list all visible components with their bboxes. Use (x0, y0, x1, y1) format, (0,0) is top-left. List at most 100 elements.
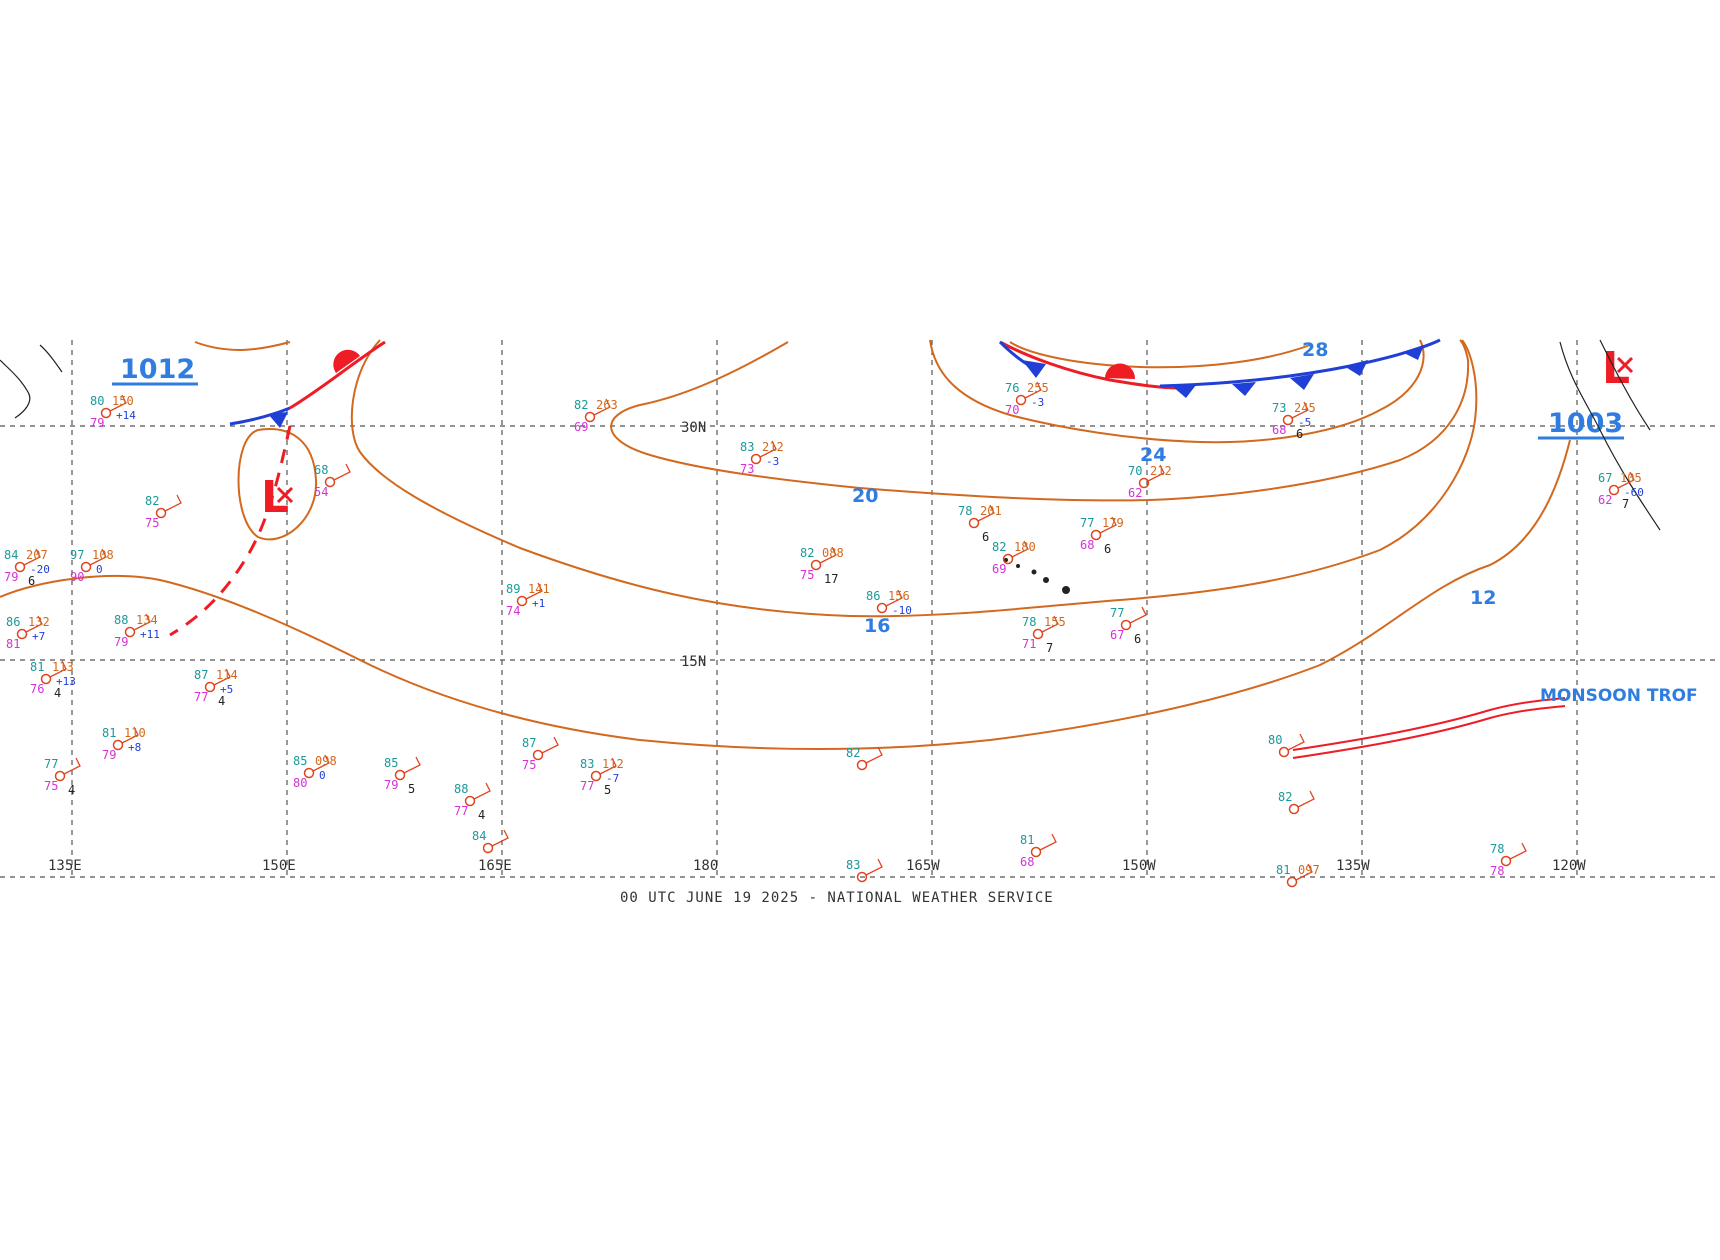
station-pressure-tendency: +1 (532, 597, 545, 610)
station-pressure: 245 (1294, 401, 1316, 415)
wind-barb-icon (1287, 733, 1305, 751)
wind-barb-icon (593, 398, 611, 416)
cold-front-triangle (268, 412, 288, 428)
station-model: 67 105-60 62 7 (1598, 471, 1644, 511)
wind-barb-icon (1295, 863, 1313, 881)
station-circle-icon (204, 681, 216, 693)
station-temperature: 82 (800, 546, 814, 560)
station-temperature: 97 (70, 548, 84, 562)
station-model: 77 179 68 6 (1080, 516, 1124, 556)
station-pressure: 179 (1102, 516, 1124, 530)
station-circle-icon (590, 770, 602, 782)
station-model: 81 68 (1020, 833, 1057, 869)
station-pressure: 110 (124, 726, 146, 740)
wind-barb-icon (977, 504, 995, 522)
wind-barb-icon (525, 582, 543, 600)
isobar-1012-upper-left (194, 341, 291, 351)
isobar-label: 20 (852, 485, 878, 507)
station-temperature: 80 (1268, 733, 1282, 747)
wind-barb-icon (213, 668, 231, 686)
station-temperature: 78 (1022, 615, 1036, 629)
station-temperature: 78 (958, 504, 972, 518)
station-circle-icon (1278, 746, 1290, 758)
station-dewpoint: 68 (1272, 423, 1286, 437)
station-dewpoint: 54 (314, 485, 328, 499)
station-temperature: 84 (472, 829, 486, 843)
wind-barb-icon (1099, 516, 1117, 534)
station-temperature: 85 (293, 754, 307, 768)
station-temperature: 82 (992, 540, 1006, 554)
station-dewpoint: 73 (740, 462, 754, 476)
wind-barb-icon (1297, 790, 1315, 808)
station-dewpoint: 81 (6, 637, 20, 651)
station-pressure: 098 (315, 754, 337, 768)
station-model: 88 77 4 (454, 782, 491, 822)
station-dewpoint: 68 (1020, 855, 1034, 869)
station-temperature: 82 (574, 398, 588, 412)
monsoon-trough-line (1292, 705, 1566, 759)
station-pressure-tendency: 0 (96, 563, 103, 576)
station-pressure-tendency: -5 (1298, 416, 1311, 429)
wind-barb-icon (121, 726, 139, 744)
cold-front-triangle (1232, 382, 1256, 396)
station-pressure: 156 (888, 589, 910, 603)
isobar-1016 (0, 439, 1571, 750)
station-dewpoint: 68 (1080, 538, 1094, 552)
station-model: 78 155 71 7 (1022, 615, 1066, 655)
station-model: 82 180 69 (992, 540, 1036, 576)
isobar-1028 (1009, 341, 1311, 369)
station-circle-icon (482, 842, 494, 854)
station-temperature: 78 (1490, 842, 1504, 856)
station-circle-icon (1120, 619, 1132, 631)
cold-front-triangle (1022, 360, 1046, 378)
station-model: 87 75 (522, 736, 559, 772)
station-model: 73 245-5 68 6 (1272, 401, 1316, 441)
station-pressure: 150 (112, 394, 134, 408)
station-model: 81 110+8 79 (102, 726, 146, 762)
station-pressure-tendency: -20 (30, 563, 50, 576)
station-circle-icon (856, 759, 868, 771)
station-temperature: 81 (1276, 863, 1290, 877)
station-temperature: 70 (1128, 464, 1142, 478)
station-pressure: 207 (26, 548, 48, 562)
station-circle-icon (1282, 414, 1294, 426)
station-model: 78 78 (1490, 842, 1527, 878)
low-pressure-mark: L (1602, 343, 1630, 394)
isobar-label: 16 (864, 615, 890, 637)
wind-barb-icon (1617, 471, 1635, 489)
station-model: 81 097 (1276, 863, 1320, 888)
station-dewpoint: 79 (4, 570, 18, 584)
station-circle-icon (303, 767, 315, 779)
longitude-label: 120W (1552, 858, 1586, 874)
station-dewpoint: 62 (1598, 493, 1612, 507)
wind-barb-icon (1129, 606, 1147, 624)
station-visibility: 7 (1046, 641, 1053, 655)
station-dewpoint: 70 (1005, 403, 1019, 417)
station-circle-icon (968, 517, 980, 529)
station-model: 88 134+11 79 (114, 613, 160, 649)
wind-barb-icon (333, 463, 351, 481)
station-circle-icon (1015, 394, 1027, 406)
wind-barb-icon (133, 613, 151, 631)
wind-barb-icon (49, 660, 67, 678)
station-temperature: 86 (866, 589, 880, 603)
low-pressure-value: 1003 (1548, 408, 1623, 439)
station-dewpoint: 74 (506, 604, 520, 618)
station-pressure-tendency: -3 (1031, 396, 1044, 409)
station-pressure-tendency: -10 (892, 604, 912, 617)
station-model: 83 112-7 77 5 (580, 757, 624, 797)
station-circle-icon (394, 769, 406, 781)
station-circle-icon (1032, 628, 1044, 640)
station-dewpoint: 67 (1110, 628, 1124, 642)
station-temperature: 77 (1080, 516, 1094, 530)
isobar-label: 24 (1140, 444, 1166, 466)
station-dewpoint: 69 (574, 420, 588, 434)
station-visibility: 6 (1296, 427, 1303, 441)
station-temperature: 76 (1005, 381, 1019, 395)
station-temperature: 87 (194, 668, 208, 682)
station-circle-icon (80, 561, 92, 573)
station-pressure-tendency: -7 (606, 772, 619, 785)
station-circle-icon (464, 795, 476, 807)
station-pressure-tendency: +7 (32, 630, 45, 643)
